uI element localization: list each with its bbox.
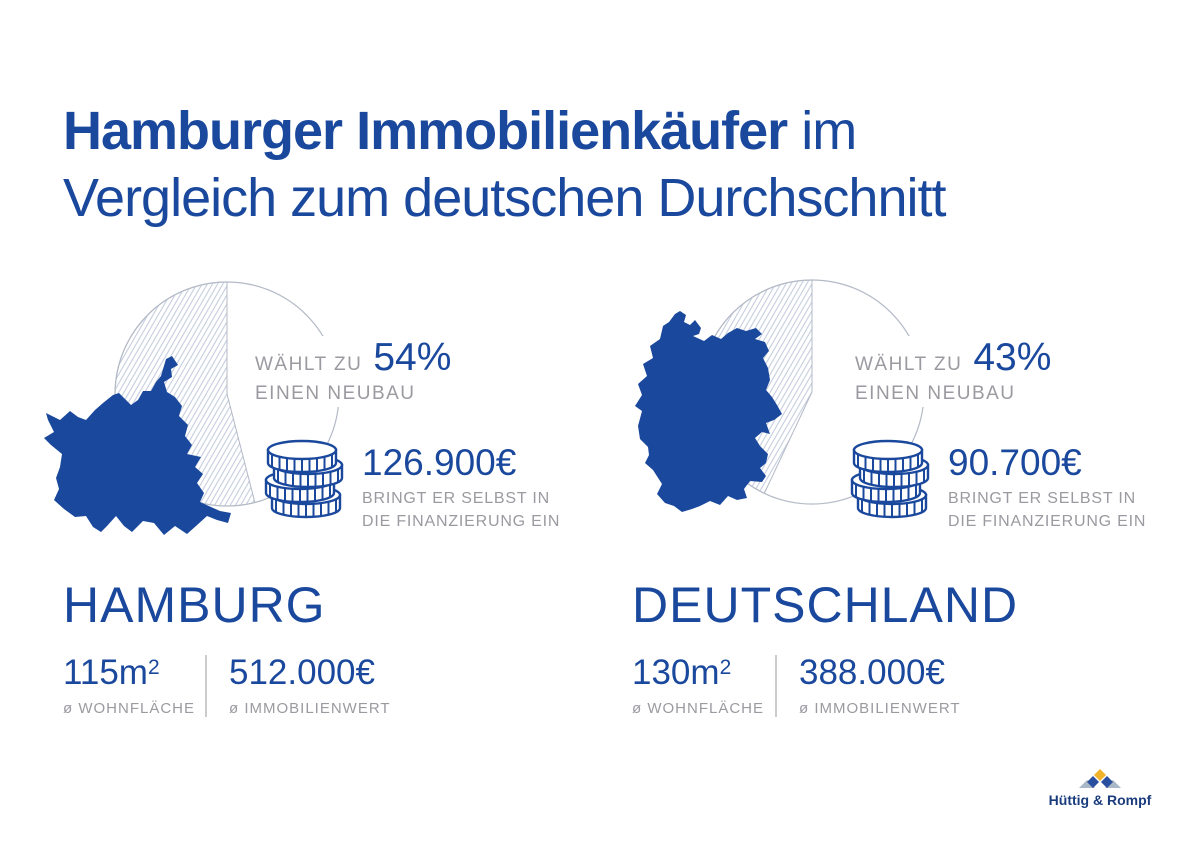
page-title: Hamburger Immobilienkäufer im Vergleich … bbox=[63, 98, 946, 232]
stat-property-value: 388.000€ bbox=[799, 653, 945, 692]
logo-diamond-top bbox=[1094, 769, 1106, 781]
coin-stack-icon bbox=[264, 439, 344, 519]
equity-caption-1: BRINGT ER SELBST IN bbox=[362, 490, 550, 507]
region-heading-hamburg: HAMBURG bbox=[63, 577, 326, 633]
logo-text: Hüttig & Rompf bbox=[1048, 792, 1152, 808]
title-line-1: Hamburger Immobilienkäufer im bbox=[63, 98, 945, 165]
stat-area-value: 115m2 bbox=[63, 653, 160, 692]
neubau-prefix: WÄHLT ZU bbox=[855, 354, 963, 375]
equity-caption-1: BRINGT ER SELBST IN bbox=[948, 490, 1136, 507]
logo-diamonds-icon bbox=[1079, 769, 1121, 788]
stat-value: 388.000€ ø IMMOBILIENWERT bbox=[799, 653, 961, 717]
title-line-2: Vergleich zum deutschen Durchschnitt bbox=[63, 168, 946, 229]
neubau-percentage: 43% bbox=[973, 336, 1052, 379]
stats-deutschland: 130m2 ø WOHNFLÄCHE 388.000€ ø IMMOBILIEN… bbox=[632, 653, 961, 717]
pie-chart-deutschland bbox=[635, 279, 925, 512]
equity-amount: 126.900€ bbox=[362, 442, 517, 483]
stats-hamburg: 115m2 ø WOHNFLÄCHE 512.000€ ø IMMOBILIEN… bbox=[63, 653, 391, 717]
region-heading-deutschland: DEUTSCHLAND bbox=[632, 577, 1019, 633]
germany-map-silhouette bbox=[635, 311, 782, 512]
stat-area: 130m2 ø WOHNFLÄCHE bbox=[632, 653, 775, 717]
stats-divider bbox=[775, 655, 777, 717]
coin-stack-icon bbox=[850, 439, 930, 519]
stat-value: 512.000€ ø IMMOBILIENWERT bbox=[229, 653, 391, 717]
equity-block-deutschland: 90.700€ BRINGT ER SELBST IN DIE FINANZIE… bbox=[948, 440, 1153, 533]
neubau-prefix: WÄHLT ZU bbox=[255, 354, 363, 375]
neubau-callout-hamburg: WÄHLT ZU 54% EINEN NEUBAU bbox=[255, 336, 460, 407]
neubau-suffix: EINEN NEUBAU bbox=[255, 383, 416, 404]
stat-property-label: ø IMMOBILIENWERT bbox=[799, 700, 961, 717]
hamburg-map-silhouette bbox=[44, 356, 231, 535]
square-exponent: 2 bbox=[147, 656, 160, 679]
stat-area-value: 130m2 bbox=[632, 653, 732, 692]
title-line1-rest: im bbox=[787, 101, 857, 162]
stat-area-label: ø WOHNFLÄCHE bbox=[632, 700, 764, 717]
square-exponent: 2 bbox=[719, 656, 732, 679]
equity-amount: 90.700€ bbox=[948, 442, 1082, 483]
stat-property-value: 512.000€ bbox=[229, 653, 375, 692]
stats-divider bbox=[205, 655, 207, 717]
neubau-suffix: EINEN NEUBAU bbox=[855, 383, 1016, 404]
stat-property-label: ø IMMOBILIENWERT bbox=[229, 700, 391, 717]
stat-area: 115m2 ø WOHNFLÄCHE bbox=[63, 653, 205, 717]
title-bold: Hamburger Immobilienkäufer bbox=[63, 101, 788, 162]
neubau-percentage: 54% bbox=[373, 336, 452, 379]
equity-caption-2: DIE FINANZIERUNG EIN bbox=[362, 513, 561, 530]
company-logo: Hüttig & Rompf bbox=[1048, 768, 1152, 808]
neubau-callout-deutschland: WÄHLT ZU 43% EINEN NEUBAU bbox=[855, 336, 1060, 407]
logo-diamond-left bbox=[1087, 776, 1099, 788]
pie-chart-hamburg bbox=[44, 281, 340, 535]
logo-diamond-right bbox=[1101, 776, 1113, 788]
stat-area-label: ø WOHNFLÄCHE bbox=[63, 700, 195, 717]
equity-caption-2: DIE FINANZIERUNG EIN bbox=[948, 513, 1147, 530]
equity-block-hamburg: 126.900€ BRINGT ER SELBST IN DIE FINANZI… bbox=[362, 440, 567, 533]
